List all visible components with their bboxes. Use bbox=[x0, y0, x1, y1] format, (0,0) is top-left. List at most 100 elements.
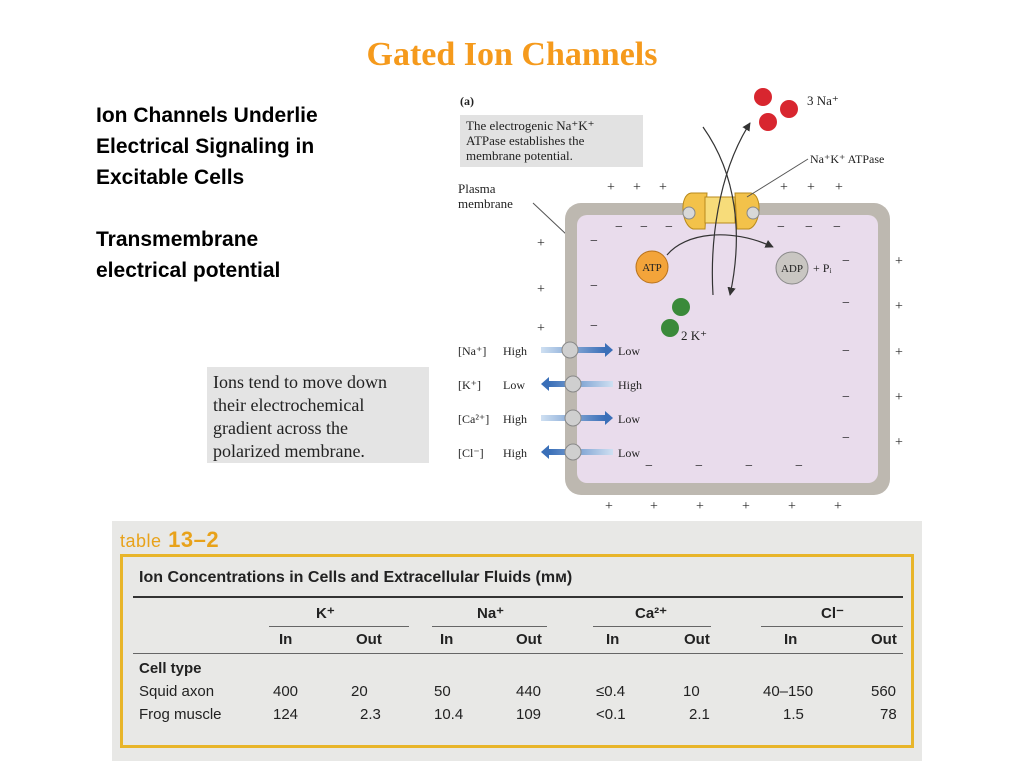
inside-charge: − bbox=[805, 220, 813, 235]
inside-charge: − bbox=[590, 234, 598, 249]
table-cell: 50 bbox=[434, 683, 451, 700]
plasma-label-1: Plasma bbox=[458, 181, 496, 196]
panel-label: (a) bbox=[460, 94, 474, 108]
bullet-list: Ion Channels Underlie Electrical Signali… bbox=[96, 100, 396, 317]
outside-charge: + bbox=[835, 180, 843, 195]
table-rule-header bbox=[133, 653, 903, 654]
gradient-outside: High bbox=[503, 344, 527, 358]
table-cell: 78 bbox=[880, 706, 897, 723]
ion-header-ca: Ca²⁺ bbox=[635, 605, 668, 622]
gradient-inside: Low bbox=[618, 412, 640, 426]
outside-charge: + bbox=[633, 180, 641, 195]
gradient-ion: [K⁺] bbox=[458, 378, 481, 392]
inside-charge: − bbox=[590, 319, 598, 334]
outside-charge: + bbox=[895, 345, 903, 360]
outside-charge: + bbox=[807, 180, 815, 195]
gradient-ion: [Cl⁻] bbox=[458, 446, 484, 460]
atp-icon bbox=[635, 250, 669, 284]
pump-label: Na⁺K⁺ ATPase bbox=[810, 152, 884, 166]
table-cell: 109 bbox=[516, 706, 542, 723]
atp-label: ATP bbox=[642, 262, 662, 274]
caption-line-3: membrane potential. bbox=[466, 148, 573, 163]
pump-leader-line bbox=[746, 158, 809, 198]
outside-charge: + bbox=[895, 299, 903, 314]
inside-charge: − bbox=[645, 459, 653, 474]
potassium-ions-icon bbox=[661, 298, 690, 337]
bullet-transmembrane-potential: Transmembrane electrical potential bbox=[96, 228, 281, 282]
outside-charge: + bbox=[696, 499, 704, 514]
ion-table-panel: table 13–2 Ion Concentrations in Cells a… bbox=[112, 521, 922, 761]
gradient-row-na: [Na⁺] High Low bbox=[458, 341, 640, 359]
col-header-cl-out: Out bbox=[871, 631, 897, 648]
ion-header-k: K⁺ bbox=[316, 605, 335, 622]
caption-box bbox=[460, 115, 643, 167]
gradient-inside: Low bbox=[618, 446, 640, 460]
inside-charge: − bbox=[695, 459, 703, 474]
col-header-ca-out: Out bbox=[684, 631, 710, 648]
ion-concentration-table: Ion Concentrations in Cells and Extracel… bbox=[120, 554, 914, 748]
caption-line-1: The electrogenic Na⁺K⁺ bbox=[466, 118, 595, 133]
table-cell: 2.1 bbox=[689, 706, 710, 723]
table-cell: <0.1 bbox=[596, 706, 626, 723]
inside-charge: − bbox=[842, 431, 850, 446]
inside-charge: − bbox=[745, 459, 753, 474]
plasma-leader-line bbox=[532, 202, 568, 236]
table-cell: 440 bbox=[516, 683, 542, 700]
col-header-k-in: In bbox=[279, 631, 293, 648]
table-cell: 560 bbox=[871, 683, 897, 700]
outside-charge: + bbox=[659, 180, 667, 195]
outside-charge: + bbox=[537, 236, 545, 251]
gradient-note: Ions tend to move down their electrochem… bbox=[207, 367, 429, 463]
potassium-influx-arrow bbox=[702, 126, 737, 296]
table-cell: 1.5 bbox=[783, 706, 804, 723]
gradient-inside: High bbox=[618, 378, 642, 392]
table-rule-top bbox=[133, 596, 903, 598]
row-label-squid-axon: Squid axon bbox=[139, 683, 215, 700]
adp-icon bbox=[775, 251, 809, 285]
bullet-ion-channels: Ion Channels Underlie Electrical Signali… bbox=[96, 104, 318, 189]
gradient-outside: High bbox=[503, 446, 527, 460]
group-rule-cl bbox=[761, 626, 903, 627]
table-cell: ≤0.4 bbox=[596, 683, 626, 700]
table-cell: 10.4 bbox=[434, 706, 464, 723]
gradient-row-k: [K⁺] Low High bbox=[458, 375, 642, 393]
outside-charge: + bbox=[650, 499, 658, 514]
gradient-ion: [Ca²⁺] bbox=[458, 412, 489, 426]
inside-charge: − bbox=[842, 344, 850, 359]
inside-charge: − bbox=[615, 220, 623, 235]
outside-charge: + bbox=[895, 390, 903, 405]
group-rule-na bbox=[432, 626, 547, 627]
inside-charge: − bbox=[842, 390, 850, 405]
outside-charge: + bbox=[537, 321, 545, 336]
table-cell: 2.3 bbox=[360, 706, 381, 723]
sodium-efflux-arrow bbox=[711, 122, 751, 296]
outside-charge: + bbox=[742, 499, 750, 514]
table-cell: 20 bbox=[351, 683, 368, 700]
group-rule-ca bbox=[593, 626, 711, 627]
col-header-cl-in: In bbox=[784, 631, 798, 648]
table-caption: Ion Concentrations in Cells and Extracel… bbox=[139, 569, 573, 586]
col-header-k-out: Out bbox=[356, 631, 382, 648]
table-cell: 124 bbox=[273, 706, 299, 723]
inside-charge: − bbox=[590, 279, 598, 294]
membrane-figure: (a) The electrogenic Na⁺K⁺ ATPase establ… bbox=[455, 85, 925, 515]
ion-header-na: Na⁺ bbox=[477, 605, 505, 622]
table-number: table 13–2 bbox=[120, 527, 220, 552]
row-group-label: Cell type bbox=[139, 660, 202, 677]
inside-charge: − bbox=[833, 220, 841, 235]
ion-header-cl: Cl⁻ bbox=[821, 605, 844, 622]
outside-charge: + bbox=[537, 282, 545, 297]
outside-charge: + bbox=[834, 499, 842, 514]
table-cell: 10 bbox=[683, 683, 700, 700]
outside-charge: + bbox=[788, 499, 796, 514]
gradient-row-ca: [Ca²⁺] High Low bbox=[458, 409, 640, 427]
inside-charge: − bbox=[795, 459, 803, 474]
inside-charge: − bbox=[640, 220, 648, 235]
gradient-outside: High bbox=[503, 412, 527, 426]
adp-label: ADP bbox=[781, 263, 803, 275]
outside-charge: + bbox=[607, 180, 615, 195]
outside-charge: + bbox=[895, 254, 903, 269]
row-label-frog-muscle: Frog muscle bbox=[139, 706, 222, 723]
outside-charge: + bbox=[780, 180, 788, 195]
gradient-inside: Low bbox=[618, 344, 640, 358]
